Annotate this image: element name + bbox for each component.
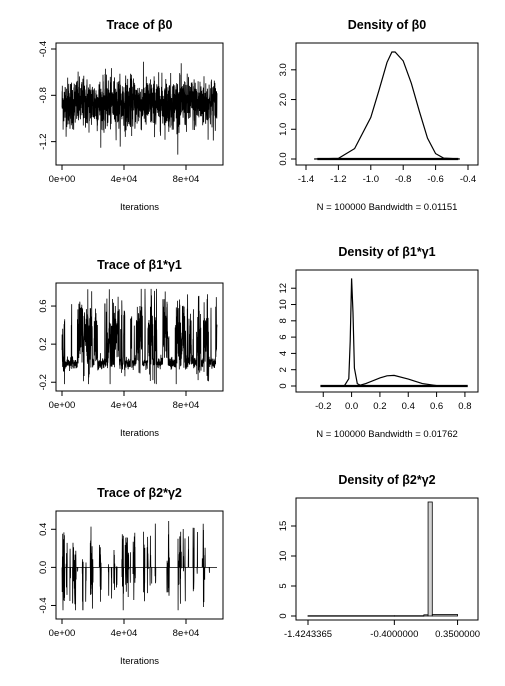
trace-line [61, 61, 218, 155]
y-tick-label: 0.0 [38, 561, 49, 574]
y-tick-label: -0.4 [38, 597, 49, 613]
y-tick-label: 15 [278, 521, 289, 532]
y-tick-label: -0.2 [38, 374, 49, 390]
y-tick-label: 1.0 [278, 123, 289, 136]
y-tick-label: 10 [278, 551, 289, 562]
x-tick-label: 4e+04 [111, 400, 138, 411]
y-tick-label: 12 [278, 283, 289, 294]
x-tick-label: -0.2 [315, 401, 331, 412]
y-tick-label: 0.6 [38, 299, 49, 312]
y-tick-label: -0.8 [38, 87, 49, 103]
y-tick-label: 10 [278, 299, 289, 310]
panel-title: Density of β1*γ1 [338, 245, 435, 259]
trace-line [61, 520, 217, 611]
y-tick-label: 4 [278, 351, 289, 356]
x-axis-title: Iterations [120, 428, 159, 439]
y-tick-label: 0.0 [278, 152, 289, 165]
y-tick-label: 0.2 [38, 338, 49, 351]
y-tick-label: 5 [278, 583, 289, 588]
density-subtitle: N = 100000 Bandwidth = 0.01762 [316, 429, 458, 440]
panel-title: Density of β0 [348, 18, 427, 32]
plot-box [295, 497, 479, 621]
y-tick-label: 3.0 [278, 63, 289, 76]
trace-line [61, 288, 218, 385]
density-curve [323, 278, 465, 387]
x-tick-label: 0e+00 [49, 174, 76, 185]
x-tick-label: -0.6 [427, 174, 443, 185]
x-tick-label: -1.4 [298, 174, 314, 185]
x-tick-label: 8e+04 [173, 400, 200, 411]
x-tick-label: 0e+00 [49, 400, 76, 411]
x-tick-label: -1.0 [363, 174, 379, 185]
panel-title: Density of β2*γ2 [338, 473, 435, 487]
x-tick-label: 0.4 [402, 401, 415, 412]
x-tick-label: 8e+04 [173, 628, 200, 639]
panel-title: Trace of β0 [107, 18, 173, 32]
panel-title: Trace of β1*γ1 [97, 258, 182, 272]
x-tick-label: -0.8 [395, 174, 411, 185]
density-subtitle: N = 100000 Bandwidth = 0.01151 [317, 202, 458, 213]
x-tick-label: 4e+04 [111, 174, 138, 185]
y-tick-label: 6 [278, 334, 289, 339]
histogram-bar [431, 614, 458, 617]
x-tick-label: 0.3500000 [435, 629, 480, 640]
x-tick-label: -1.2 [330, 174, 346, 185]
histogram-bar [307, 615, 395, 617]
x-tick-label: -1.4243365 [284, 629, 332, 640]
x-tick-label: 8e+04 [173, 174, 200, 185]
x-tick-label: 0e+00 [49, 628, 76, 639]
y-tick-label: 8 [278, 318, 289, 323]
x-tick-label: 0.6 [430, 401, 443, 412]
x-tick-label: 0.8 [458, 401, 471, 412]
histogram-bar [427, 501, 433, 617]
x-tick-label: -0.4 [460, 174, 476, 185]
y-tick-label: -0.4 [38, 41, 49, 57]
y-tick-label: -1.2 [38, 133, 49, 149]
x-axis-title: Iterations [120, 656, 159, 667]
plot-box [295, 269, 479, 393]
histogram-bar [423, 614, 429, 617]
panel-title: Trace of β2*γ2 [97, 486, 182, 500]
x-tick-label: 0.0 [345, 401, 358, 412]
x-tick-label: 0.2 [373, 401, 386, 412]
x-tick-label: 4e+04 [111, 628, 138, 639]
histogram-bar [393, 615, 425, 617]
density-curve [314, 51, 460, 160]
x-tick-label: -0.4000000 [370, 629, 418, 640]
y-tick-label: 2 [278, 367, 289, 372]
y-tick-label: 0 [278, 613, 289, 618]
y-tick-label: 2.0 [278, 93, 289, 106]
y-tick-label: 0 [278, 383, 289, 388]
y-tick-label: 0.4 [38, 523, 49, 536]
x-axis-title: Iterations [120, 202, 159, 213]
